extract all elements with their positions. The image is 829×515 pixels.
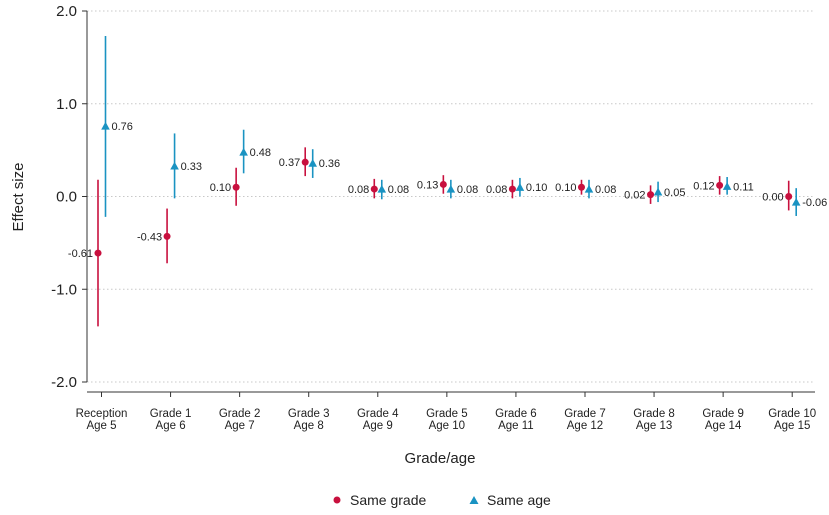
legend-marker-same-grade xyxy=(333,496,341,504)
x-tick-label-line2: Age 8 xyxy=(294,420,324,432)
legend-label-same-age: Same age xyxy=(487,492,551,508)
point-same-grade xyxy=(785,193,793,200)
x-tick-label-line2: Age 12 xyxy=(567,420,603,432)
x-tick-label-line1: Grade 4 xyxy=(357,408,399,420)
x-tick-label-line2: Age 6 xyxy=(156,420,186,432)
data-label-same-age: 0.08 xyxy=(595,184,616,196)
x-tick-label-line1: Grade 1 xyxy=(150,408,192,420)
point-same-grade xyxy=(370,185,378,193)
x-tick-label-line1: Grade 7 xyxy=(564,408,606,420)
data-label-same-age: 0.08 xyxy=(457,184,478,196)
point-same-age xyxy=(308,158,318,167)
data-label-same-age: 0.33 xyxy=(181,161,202,173)
point-same-grade xyxy=(439,180,447,188)
data-label-same-grade: 0.02 xyxy=(624,190,645,202)
point-same-grade xyxy=(163,232,171,240)
x-tick-label-line2: Age 15 xyxy=(774,420,810,432)
data-label-same-grade: 0.08 xyxy=(486,184,507,196)
data-label-same-age: 0.05 xyxy=(664,187,685,199)
point-same-grade xyxy=(577,183,585,191)
data-label-same-grade: 0.00 xyxy=(762,192,783,204)
y-axis-label: Effect size xyxy=(10,163,27,232)
point-same-grade xyxy=(94,249,102,257)
y-tick-labels: -2.0 -1.0 0.0 1.0 2.0 xyxy=(51,3,77,391)
point-same-age xyxy=(791,197,801,206)
data-label-same-age: 0.36 xyxy=(319,158,340,170)
data-marks xyxy=(94,36,801,327)
axes xyxy=(82,10,815,397)
x-tick-label-line2: Age 10 xyxy=(429,420,465,432)
point-same-grade xyxy=(508,185,516,193)
point-same-age xyxy=(515,183,525,191)
x-tick-label-line2: Age 13 xyxy=(636,420,672,432)
x-tick-label-line1: Grade 9 xyxy=(702,408,744,420)
data-label-same-grade: 0.37 xyxy=(279,157,300,169)
x-tick-label-line1: Grade 8 xyxy=(633,408,675,420)
x-tick-label-line1: Grade 3 xyxy=(288,408,330,420)
y-tick-label: 1.0 xyxy=(56,96,77,113)
x-axis-label: Grade/age xyxy=(405,450,476,467)
data-labels: -0.61 -0.43 0.10 0.37 0.08 0.13 0.08 0.10 0.02 0.… xyxy=(68,121,827,260)
x-tick-label-line1: Grade 5 xyxy=(426,408,468,420)
legend-marker-same-age xyxy=(469,496,479,504)
point-same-age xyxy=(239,147,248,156)
data-label-same-age: -0.06 xyxy=(802,197,827,209)
y-tick-label: -2.0 xyxy=(51,374,77,391)
point-same-age xyxy=(446,184,456,193)
data-label-same-age: 0.11 xyxy=(733,181,754,193)
data-label-same-grade: -0.43 xyxy=(137,231,162,243)
data-label-same-age: 0.76 xyxy=(112,121,133,133)
data-label-same-grade: 0.13 xyxy=(417,179,438,191)
x-tick-label-line2: Age 9 xyxy=(363,420,393,432)
x-tick-label-line1: Reception xyxy=(76,408,128,420)
y-tick-label: 2.0 xyxy=(56,3,77,20)
data-label-same-age: 0.08 xyxy=(388,184,409,196)
x-tick-label-line2: Age 5 xyxy=(86,420,116,432)
point-same-age xyxy=(101,121,110,130)
point-same-age xyxy=(584,184,594,193)
x-tick-label-line1: Grade 6 xyxy=(495,408,537,420)
x-tick-label-line1: Grade 10 xyxy=(768,408,816,420)
legend: Same grade Same age xyxy=(333,492,551,508)
legend-label-same-grade: Same grade xyxy=(350,492,426,508)
point-same-age xyxy=(722,182,732,190)
point-same-age xyxy=(377,184,387,193)
data-label-same-age: 0.48 xyxy=(250,147,271,159)
point-same-grade xyxy=(232,183,240,191)
point-same-grade xyxy=(716,181,724,189)
data-label-same-grade: 0.10 xyxy=(555,182,576,194)
point-same-age xyxy=(653,187,663,196)
y-tick-label: -1.0 xyxy=(51,281,77,298)
x-tick-label-line2: Age 7 xyxy=(225,420,255,432)
x-tick-label-line2: Age 14 xyxy=(705,420,742,432)
y-tick-label: 0.0 xyxy=(56,189,77,206)
point-same-grade xyxy=(301,158,309,166)
data-label-same-grade: -0.61 xyxy=(68,248,93,260)
data-label-same-age: 0.10 xyxy=(526,182,547,194)
data-label-same-grade: 0.12 xyxy=(693,180,714,192)
data-label-same-grade: 0.10 xyxy=(210,182,231,194)
x-tick-label-line1: Grade 2 xyxy=(219,408,261,420)
x-tick-label-line2: Age 11 xyxy=(498,420,534,432)
point-same-grade xyxy=(647,191,655,199)
data-label-same-grade: 0.08 xyxy=(348,184,369,196)
point-same-age xyxy=(170,161,179,170)
